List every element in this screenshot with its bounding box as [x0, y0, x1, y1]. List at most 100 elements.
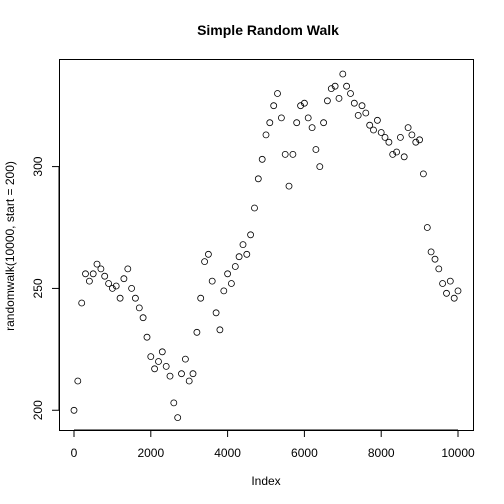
data-point — [350, 99, 358, 107]
x-tick-label: 2000 — [137, 446, 164, 460]
data-point — [393, 148, 401, 156]
data-point — [155, 358, 162, 365]
data-point — [193, 328, 201, 336]
data-point — [281, 150, 289, 158]
x-axis: 0 2000 4000 6000 8000 10000 — [71, 429, 475, 460]
data-point — [135, 304, 143, 312]
data-point — [396, 133, 404, 141]
data-point — [174, 414, 182, 422]
data-point — [266, 119, 274, 127]
data-point — [162, 362, 170, 370]
data-point — [446, 277, 454, 285]
data-point — [343, 82, 351, 90]
data-point — [97, 265, 105, 273]
data-point — [439, 280, 447, 287]
data-point — [320, 119, 328, 127]
data-point — [201, 258, 209, 266]
data-point — [308, 124, 316, 131]
data-point — [89, 270, 97, 278]
data-point — [220, 287, 228, 295]
data-point — [297, 102, 305, 110]
y-tick-label: 250 — [31, 278, 45, 298]
data-point — [285, 182, 293, 190]
data-point — [124, 265, 132, 273]
data-point — [300, 99, 308, 107]
data-point — [227, 280, 235, 287]
data-point — [74, 377, 82, 385]
data-point — [86, 277, 93, 285]
y-tick-label: 300 — [31, 156, 45, 176]
data-point — [412, 138, 420, 146]
data-point — [254, 175, 262, 183]
data-point — [354, 112, 362, 119]
data-point — [358, 102, 366, 110]
data-point — [128, 284, 136, 292]
data-point — [231, 263, 239, 270]
data-point — [185, 377, 193, 385]
data-point — [109, 284, 116, 292]
y-axis-label: randomwalk(10000, start = 200) — [3, 161, 17, 331]
data-point — [212, 309, 220, 317]
x-tick-label: 4000 — [214, 446, 241, 460]
data-point — [431, 255, 439, 263]
data-point — [347, 90, 354, 97]
data-point — [158, 348, 166, 356]
data-point — [443, 289, 450, 297]
data-point — [419, 170, 427, 178]
data-point — [339, 70, 347, 78]
data-point — [139, 314, 147, 322]
data-point — [370, 126, 377, 134]
x-tick-label: 8000 — [368, 446, 395, 460]
data-point — [178, 370, 185, 378]
data-point — [105, 280, 112, 287]
data-point — [247, 231, 255, 239]
data-point — [427, 248, 435, 256]
data-point — [120, 275, 128, 283]
data-point — [423, 224, 431, 231]
chart-title: Simple Random Walk — [197, 22, 339, 38]
data-point — [408, 131, 416, 139]
data-point — [166, 372, 174, 380]
data-point — [316, 163, 324, 171]
data-point — [312, 146, 320, 153]
data-point — [323, 97, 331, 105]
data-point — [262, 131, 270, 139]
data-point — [93, 260, 101, 268]
data-point — [454, 287, 462, 295]
data-point — [270, 102, 278, 110]
data-point — [366, 121, 374, 129]
data-points — [70, 70, 462, 422]
data-point — [239, 241, 247, 249]
data-point — [147, 353, 155, 361]
data-point — [373, 116, 381, 124]
y-axis: 200 250 300 — [31, 156, 60, 420]
data-point — [289, 150, 297, 158]
data-point — [389, 150, 397, 158]
data-point — [204, 250, 212, 258]
data-point — [189, 370, 197, 378]
data-point — [335, 95, 343, 102]
data-point — [143, 333, 151, 341]
data-point — [82, 270, 89, 278]
data-point — [208, 277, 216, 285]
data-point — [235, 253, 243, 261]
x-tick-label: 10000 — [441, 446, 475, 460]
data-point — [362, 109, 370, 117]
data-point — [216, 326, 224, 334]
data-point — [381, 133, 389, 141]
data-point — [251, 204, 258, 212]
data-point — [112, 282, 120, 290]
data-point — [224, 270, 232, 278]
data-point — [416, 136, 424, 144]
x-axis-label: Index — [251, 474, 280, 488]
data-point — [197, 294, 205, 302]
data-point — [327, 85, 335, 92]
data-point — [170, 399, 178, 407]
data-point — [131, 294, 139, 302]
data-point — [274, 90, 281, 97]
data-point — [404, 124, 412, 131]
data-point — [258, 155, 266, 163]
data-point — [293, 119, 301, 127]
data-point — [70, 406, 78, 414]
